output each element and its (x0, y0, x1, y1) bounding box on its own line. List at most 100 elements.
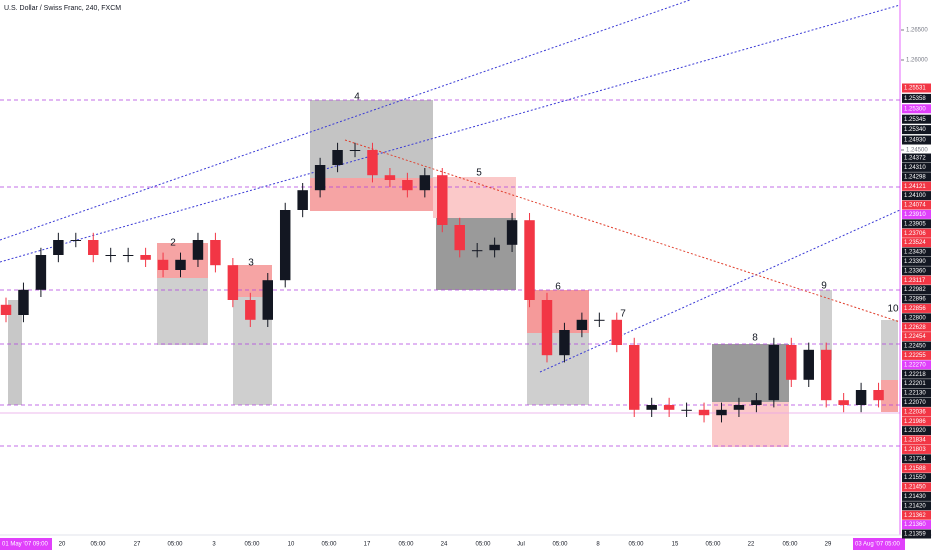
end-label: 03 Aug '07 05:00 (855, 542, 901, 548)
price-tag-label: 1.22130 (904, 391, 926, 397)
price-tag-label: 1.21588 (904, 466, 926, 472)
x-tick-label: 10 (288, 542, 295, 548)
price-tag-label: 1.25345 (904, 117, 926, 123)
price-tag-label: 1.22036 (904, 409, 926, 415)
price-tag-label: 1.24310 (904, 165, 926, 171)
candle-body (489, 244, 500, 251)
x-tick-label: 05:00 (628, 542, 644, 548)
x-tick-label: 24 (441, 542, 448, 548)
zone-box (310, 178, 433, 211)
price-tag (902, 83, 931, 93)
price-tag-label: 1.21920 (904, 428, 926, 434)
x-tick-label: 22 (748, 542, 755, 548)
candle-body (576, 319, 588, 330)
y-tick-label: 1.24500 (906, 148, 928, 154)
zone-box (881, 380, 898, 412)
zone-label: 2 (170, 238, 176, 249)
candle-body (506, 220, 518, 245)
candle-body (53, 240, 64, 255)
price-tag (902, 135, 931, 145)
price-tag (902, 275, 931, 285)
candle-body (855, 390, 867, 405)
price-tag-label: 1.22628 (904, 325, 926, 331)
chart-title: U.S. Dollar / Swiss Franc, 240, FXCM (4, 5, 121, 12)
price-tag (902, 501, 931, 511)
price-tag-label: 1.21803 (904, 447, 926, 453)
candle-body (279, 210, 291, 281)
x-tick-label: 05:00 (167, 542, 183, 548)
candle-body (786, 345, 797, 380)
x-tick-label: 20 (59, 542, 66, 548)
candle-body (437, 175, 448, 225)
price-tag-label: 1.22218 (904, 372, 926, 378)
price-tag-label: 1.23910 (904, 212, 926, 218)
price-tag-label: 1.22450 (904, 344, 926, 350)
price-tag (902, 181, 931, 191)
candle-body (803, 349, 814, 380)
candle-body (419, 175, 431, 191)
price-tag (902, 360, 931, 370)
price-tag (902, 520, 931, 530)
candle-body (105, 255, 116, 256)
x-tick-label: 3 (212, 542, 216, 548)
candle-body (35, 255, 47, 290)
candle-body (384, 175, 396, 180)
price-tag-label: 1.21550 (904, 475, 926, 481)
price-tag-label: 1.22856 (904, 306, 926, 312)
levels (0, 99, 900, 447)
x-tick-label: Jul (517, 542, 525, 548)
price-tag (902, 285, 931, 295)
candle-body (751, 400, 762, 405)
candle-body (175, 259, 186, 270)
price-tag (902, 397, 931, 407)
price-tag-label: 1.22982 (904, 287, 926, 293)
candle-body (698, 409, 710, 416)
price-tag (902, 332, 931, 342)
price-tag (902, 114, 931, 124)
candle-body (245, 300, 256, 320)
price-tag (902, 379, 931, 389)
price-tag (902, 153, 931, 163)
price-tag-label: 1.25358 (904, 96, 926, 102)
y-tick-label: 1.26500 (906, 28, 928, 34)
price-tag-label: 1.21362 (904, 513, 926, 519)
price-tag (902, 510, 931, 520)
price-tag-label: 1.21834 (904, 438, 926, 444)
price-tag (902, 473, 931, 483)
x-tick-label: 05:00 (398, 542, 414, 548)
price-tag (902, 238, 931, 248)
price-tag-label: 1.25300 (904, 106, 926, 112)
candle-body (88, 240, 99, 255)
price-tag (902, 209, 931, 219)
price-tag (902, 266, 931, 276)
candle-body (402, 180, 413, 191)
x-tick-label: 05:00 (782, 542, 798, 548)
x-tick-label: 05:00 (475, 542, 491, 548)
price-tag (902, 444, 931, 454)
price-tag (902, 407, 931, 417)
price-tag-label: 1.24930 (904, 138, 926, 144)
zone-label: 8 (752, 333, 758, 344)
price-tag (902, 482, 931, 492)
price-tag-label: 1.21986 (904, 419, 926, 425)
candle-body (768, 345, 780, 401)
price-tag (902, 491, 931, 501)
price-tag-label: 1.24100 (904, 193, 926, 199)
x-tick-label: 05:00 (90, 542, 106, 548)
candle-body (140, 255, 151, 260)
price-tag (902, 322, 931, 332)
candle-body (332, 150, 343, 165)
zone-box (436, 218, 516, 290)
price-tag-label: 1.24298 (904, 174, 926, 180)
x-tick-label: 17 (364, 542, 371, 548)
candle-body (524, 220, 535, 300)
price-tag (902, 200, 931, 210)
price-tag-label: 1.23117 (904, 278, 926, 284)
price-tag-label: 1.23430 (904, 250, 926, 256)
candle-body (541, 300, 553, 356)
price-tag (902, 454, 931, 464)
trend-line (539, 209, 901, 373)
start-label: 01 May '07 09:00 (2, 542, 49, 548)
price-tag (902, 125, 931, 135)
